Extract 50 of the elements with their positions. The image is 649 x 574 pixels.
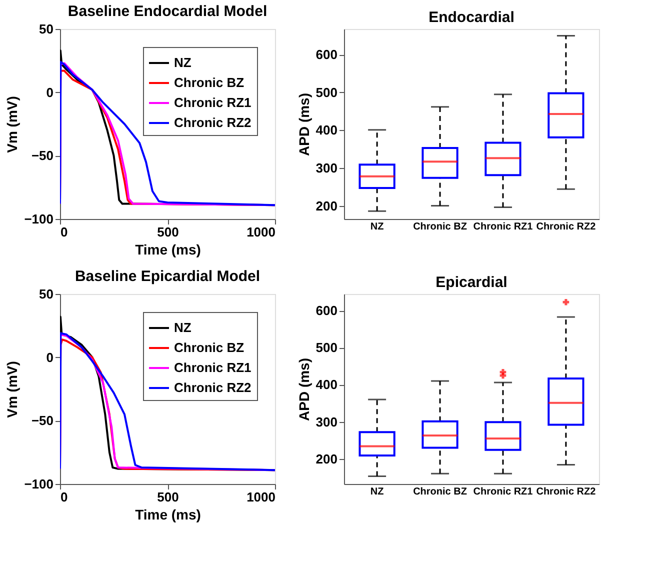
chart-title: Epicardial — [436, 274, 508, 291]
chart-title: Baseline Endocardial Model — [68, 3, 268, 20]
legend-label: Chronic BZ — [174, 340, 244, 355]
y-tick-label: 300 — [316, 160, 338, 176]
y-tick-label: 600 — [316, 47, 338, 62]
y-tick-label: 500 — [316, 340, 338, 356]
chart-title: Endocardial — [428, 9, 514, 26]
x-tick-label: Chronic BZ — [413, 486, 467, 498]
y-tick-label: −50 — [31, 148, 54, 164]
y-tick-label: 50 — [39, 22, 54, 36]
y-tick-label: 300 — [316, 414, 338, 430]
x-tick-label: Chronic RZ1 — [473, 486, 534, 498]
y-tick-label: 0 — [46, 350, 54, 365]
x-tick-label: 0 — [60, 490, 68, 504]
y-tick-label: −50 — [31, 413, 54, 428]
x-tick-label: Chronic RZ2 — [536, 222, 596, 232]
y-tick-label: 500 — [316, 84, 338, 100]
x-tick-label: Chronic BZ — [413, 222, 467, 232]
legend-label: NZ — [174, 55, 192, 70]
x-tick-label: Chronic RZ1 — [473, 222, 534, 232]
x-tick-label: 1000 — [246, 224, 276, 240]
y-axis-title: APD (ms) — [296, 358, 312, 422]
legend-label: Chronic BZ — [174, 75, 244, 90]
legend-label: Chronic RZ1 — [174, 360, 252, 375]
y-tick-label: 200 — [316, 451, 338, 466]
legend-label: Chronic RZ2 — [174, 115, 252, 130]
x-tick-label: 500 — [157, 224, 179, 240]
x-tick-label: NZ — [370, 222, 384, 232]
chart-title: Baseline Epicardial Model — [74, 268, 260, 285]
y-tick-label: 0 — [46, 84, 54, 100]
y-tick-label: −100 — [24, 212, 54, 226]
y-tick-label: 400 — [316, 377, 338, 392]
x-tick-label: 0 — [60, 224, 68, 240]
y-axis-title: Vm (mV) — [4, 361, 20, 418]
y-tick-label: 600 — [316, 303, 338, 318]
x-tick-label: 500 — [157, 490, 179, 504]
x-tick-label: 1000 — [246, 490, 276, 504]
y-axis-title: Vm (mV) — [4, 96, 20, 153]
y-tick-label: 50 — [39, 286, 54, 302]
y-tick-label: 200 — [316, 198, 338, 214]
y-tick-label: −100 — [24, 476, 54, 492]
x-axis-title: Time (ms) — [135, 242, 201, 258]
x-tick-label: NZ — [370, 486, 384, 498]
y-axis-title: APD (ms) — [296, 92, 312, 156]
y-tick-label: 400 — [316, 122, 338, 138]
legend-label: Chronic RZ1 — [174, 95, 252, 110]
x-tick-label: Chronic RZ2 — [536, 486, 596, 498]
legend-label: Chronic RZ2 — [174, 380, 252, 395]
x-axis-title: Time (ms) — [135, 506, 201, 522]
legend-label: NZ — [174, 320, 192, 335]
